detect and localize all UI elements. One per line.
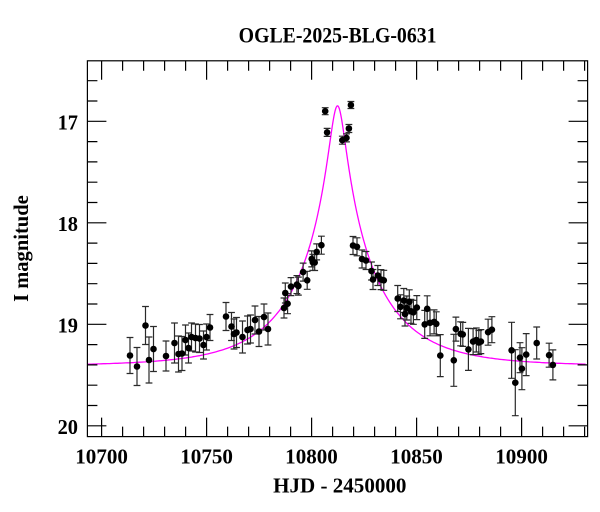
svg-text:10700: 10700 bbox=[75, 444, 128, 468]
svg-text:OGLE-2025-BLG-0631: OGLE-2025-BLG-0631 bbox=[239, 22, 437, 47]
svg-text:20: 20 bbox=[58, 415, 78, 440]
svg-text:19: 19 bbox=[58, 313, 78, 338]
svg-text:10850: 10850 bbox=[390, 444, 443, 468]
svg-text:10900: 10900 bbox=[495, 444, 548, 468]
svg-text:I magnitude: I magnitude bbox=[9, 195, 34, 302]
svg-text:HJD - 2450000: HJD - 2450000 bbox=[273, 473, 406, 497]
svg-text:10800: 10800 bbox=[285, 444, 338, 468]
svg-text:10750: 10750 bbox=[180, 444, 233, 468]
svg-text:17: 17 bbox=[58, 110, 78, 135]
svg-text:18: 18 bbox=[58, 212, 78, 237]
